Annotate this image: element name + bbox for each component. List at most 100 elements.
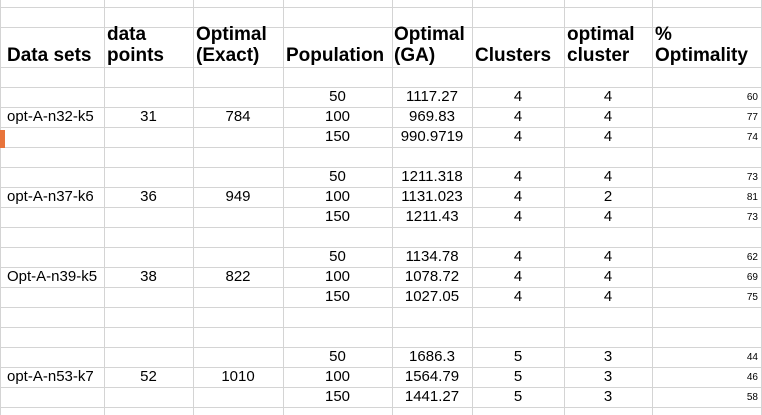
optimality-cell[interactable]: 58 xyxy=(746,392,758,403)
header-data-sets[interactable]: Data sets xyxy=(7,45,92,66)
clusters-cell[interactable]: 4 xyxy=(513,128,523,145)
dataset-name-cell[interactable]: Opt-A-n39-k5 xyxy=(7,268,98,285)
grid-column-line xyxy=(472,0,473,415)
clusters-cell[interactable]: 4 xyxy=(513,268,523,285)
data-points-cell[interactable]: 38 xyxy=(140,268,157,285)
optimal-exact-cell[interactable]: 784 xyxy=(225,108,251,125)
clusters-cell[interactable]: 5 xyxy=(513,368,523,385)
optimal-cluster-cell[interactable]: 3 xyxy=(603,388,613,405)
optimal-cluster-cell[interactable]: 4 xyxy=(603,268,613,285)
optimal-cluster-cell[interactable]: 4 xyxy=(603,108,613,125)
grid-row-line xyxy=(0,387,762,388)
optimality-cell[interactable]: 75 xyxy=(746,292,758,303)
population-cell[interactable]: 50 xyxy=(329,248,346,265)
optimal-exact-cell[interactable]: 1010 xyxy=(221,368,255,385)
grid-row-line xyxy=(0,87,762,88)
optimality-cell[interactable]: 62 xyxy=(746,252,758,263)
optimal-exact-cell[interactable]: 822 xyxy=(225,268,251,285)
grid-row-line xyxy=(0,107,762,108)
dataset-name-cell[interactable]: opt-A-n32-k5 xyxy=(7,108,94,125)
grid-row-line xyxy=(0,367,762,368)
optimal-cluster-cell[interactable]: 4 xyxy=(603,168,613,185)
optimal-ga-cell[interactable]: 1211.43 xyxy=(405,208,459,225)
population-cell[interactable]: 150 xyxy=(324,208,351,225)
optimal-exact-cell[interactable]: 949 xyxy=(225,188,251,205)
optimal-ga-cell[interactable]: 1564.79 xyxy=(404,368,460,385)
optimal-ga-cell[interactable]: 1027.05 xyxy=(404,288,460,305)
data-points-cell[interactable]: 36 xyxy=(140,188,157,205)
header-pct-optimality[interactable]: % Optimality xyxy=(655,24,748,66)
header-optimal-cluster[interactable]: optimal cluster xyxy=(567,24,635,66)
grid-row-line xyxy=(0,307,762,308)
optimal-ga-cell[interactable]: 1441.27 xyxy=(404,388,460,405)
clusters-cell[interactable]: 4 xyxy=(513,168,523,185)
dataset-name-cell[interactable]: opt-A-n37-k6 xyxy=(7,188,94,205)
grid-row-line xyxy=(0,7,762,8)
optimal-cluster-cell[interactable]: 4 xyxy=(603,88,613,105)
optimality-cell[interactable]: 73 xyxy=(746,172,758,183)
optimality-cell[interactable]: 60 xyxy=(746,92,758,103)
data-points-cell[interactable]: 52 xyxy=(140,368,157,385)
population-cell[interactable]: 150 xyxy=(324,128,351,145)
population-cell[interactable]: 50 xyxy=(329,168,346,185)
grid-row-line xyxy=(0,147,762,148)
optimal-ga-cell[interactable]: 1117.27 xyxy=(406,88,458,105)
grid-row-line xyxy=(0,127,762,128)
optimal-ga-cell[interactable]: 1134.78 xyxy=(405,248,459,265)
header-optimal-exact[interactable]: Optimal (Exact) xyxy=(196,24,267,66)
optimality-cell[interactable]: 73 xyxy=(746,212,758,223)
optimal-cluster-cell[interactable]: 4 xyxy=(603,248,613,265)
clusters-cell[interactable]: 4 xyxy=(513,188,523,205)
optimal-cluster-cell[interactable]: 3 xyxy=(603,348,613,365)
optimality-cell[interactable]: 81 xyxy=(746,192,758,203)
header-population[interactable]: Population xyxy=(286,45,385,66)
population-cell[interactable]: 50 xyxy=(329,348,346,365)
optimal-cluster-cell[interactable]: 4 xyxy=(603,288,613,305)
grid-column-line xyxy=(392,0,393,415)
clusters-cell[interactable]: 4 xyxy=(513,288,523,305)
optimality-cell[interactable]: 77 xyxy=(746,112,758,123)
optimality-cell[interactable]: 74 xyxy=(746,132,758,143)
optimality-cell[interactable]: 69 xyxy=(746,272,758,283)
grid-row-line xyxy=(0,227,762,228)
population-cell[interactable]: 50 xyxy=(329,88,346,105)
grid-row-line xyxy=(0,187,762,188)
optimal-cluster-cell[interactable]: 2 xyxy=(603,188,613,205)
optimal-cluster-cell[interactable]: 3 xyxy=(603,368,613,385)
header-clusters[interactable]: Clusters xyxy=(475,45,552,66)
optimal-ga-cell[interactable]: 1078.72 xyxy=(404,268,460,285)
optimal-ga-cell[interactable]: 1211.318 xyxy=(401,168,463,185)
grid-column-line xyxy=(283,0,284,415)
header-optimal-ga[interactable]: Optimal (GA) xyxy=(394,24,465,66)
optimal-ga-cell[interactable]: 1686.3 xyxy=(409,348,455,365)
optimal-ga-cell[interactable]: 1131.023 xyxy=(401,188,463,205)
data-points-cell[interactable]: 31 xyxy=(140,108,157,125)
grid-row-line xyxy=(0,247,762,248)
grid-column-line xyxy=(652,0,653,415)
clusters-cell[interactable]: 5 xyxy=(513,388,523,405)
population-cell[interactable]: 150 xyxy=(324,388,351,405)
optimal-cluster-cell[interactable]: 4 xyxy=(603,128,613,145)
grid-row-line xyxy=(0,67,762,68)
clusters-cell[interactable]: 4 xyxy=(513,88,523,105)
grid-row-line xyxy=(0,167,762,168)
grid-column-line xyxy=(193,0,194,415)
clusters-cell[interactable]: 4 xyxy=(513,248,523,265)
optimality-cell[interactable]: 46 xyxy=(746,372,758,383)
header-data-points[interactable]: data points xyxy=(107,24,164,66)
dataset-name-cell[interactable]: opt-A-n53-k7 xyxy=(7,368,94,385)
optimality-cell[interactable]: 44 xyxy=(746,352,758,363)
population-cell[interactable]: 100 xyxy=(324,368,351,385)
optimal-ga-cell[interactable]: 969.83 xyxy=(409,108,455,125)
clusters-cell[interactable]: 5 xyxy=(513,348,523,365)
clusters-cell[interactable]: 4 xyxy=(513,108,523,125)
grid-row-line xyxy=(0,347,762,348)
optimal-ga-cell[interactable]: 990.9719 xyxy=(400,128,464,145)
population-cell[interactable]: 100 xyxy=(324,268,351,285)
population-cell[interactable]: 100 xyxy=(324,108,351,125)
clusters-cell[interactable]: 4 xyxy=(513,208,523,225)
population-cell[interactable]: 150 xyxy=(324,288,351,305)
population-cell[interactable]: 100 xyxy=(324,188,351,205)
optimal-cluster-cell[interactable]: 4 xyxy=(603,208,613,225)
